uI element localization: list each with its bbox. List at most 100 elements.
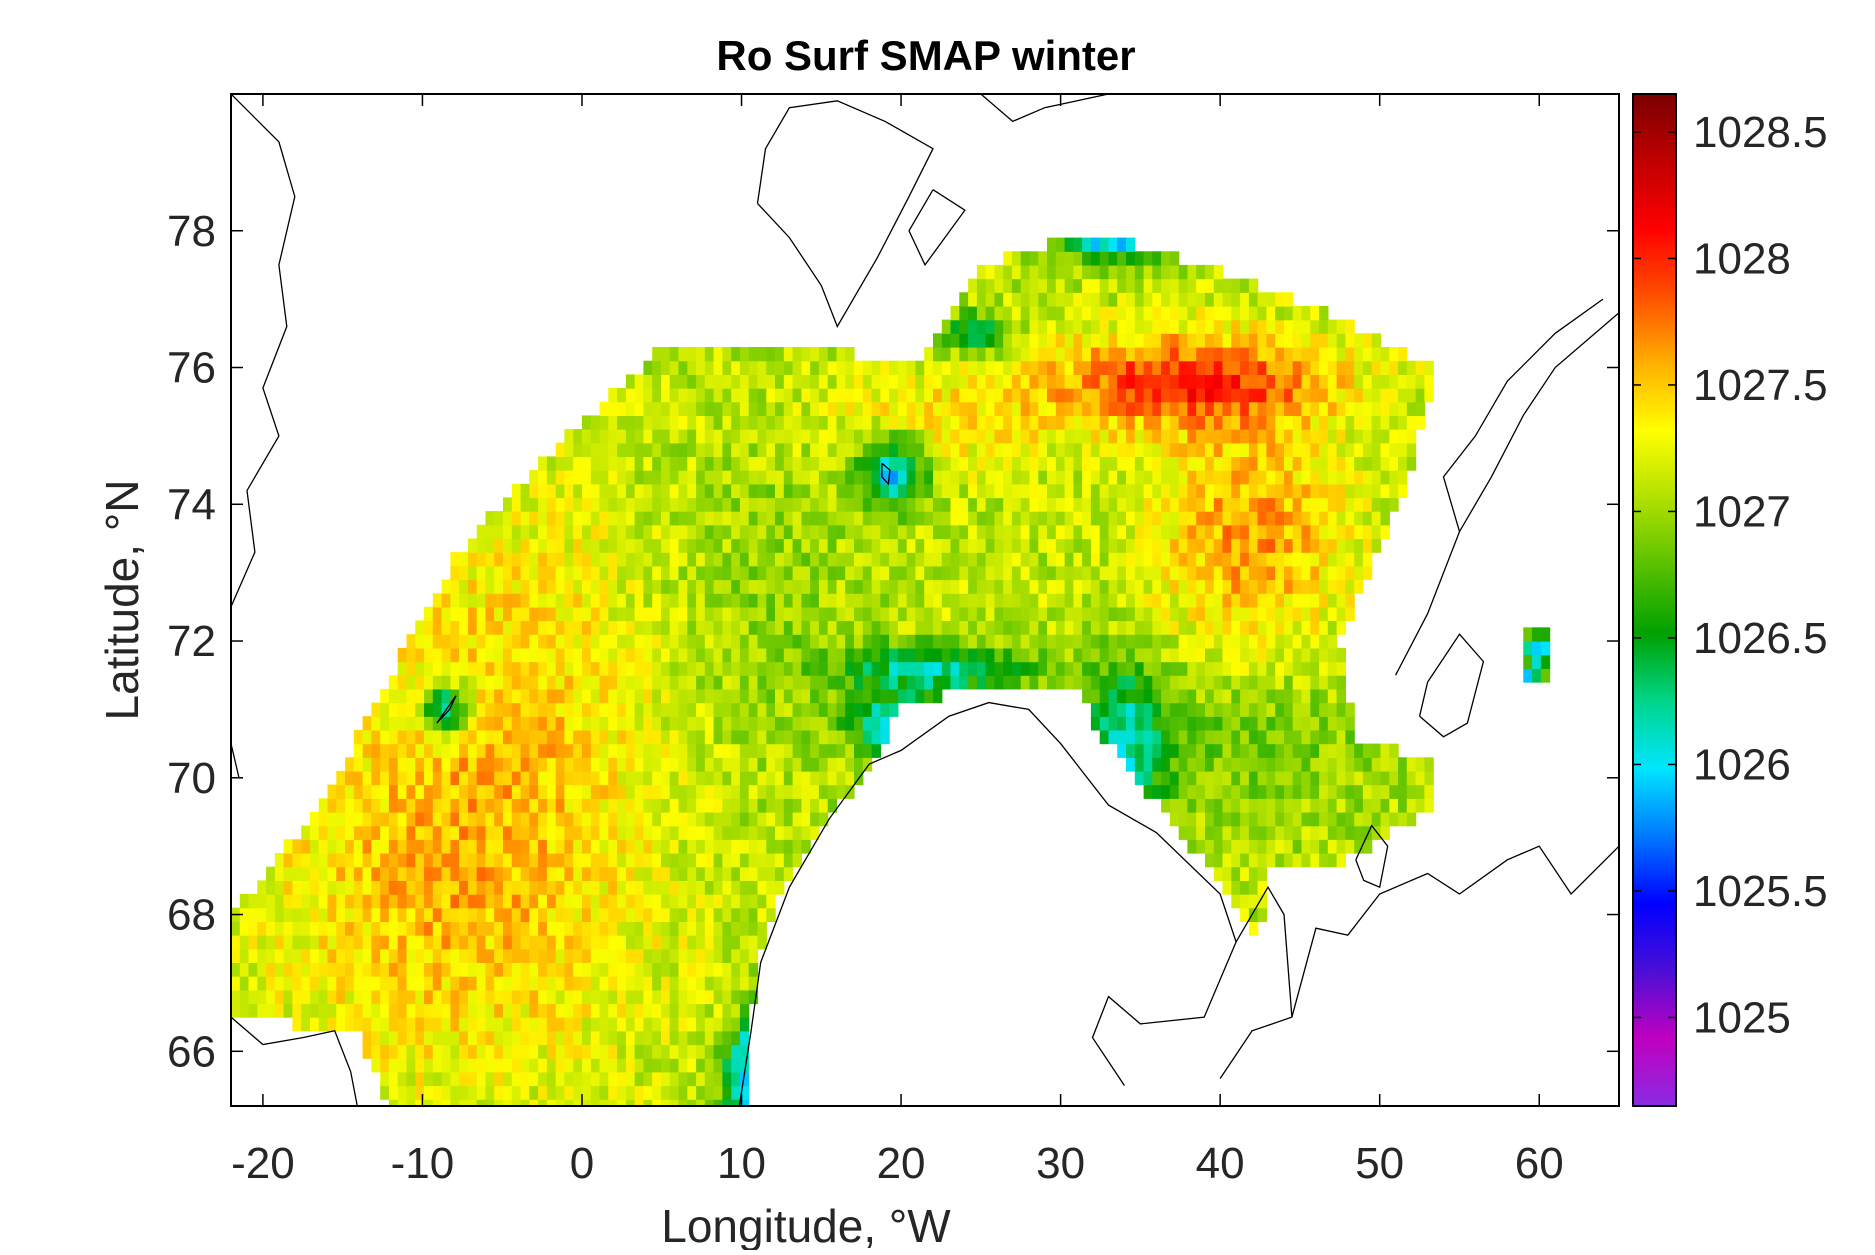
heatmap-cell (1337, 648, 1346, 662)
heatmap-cell (845, 716, 854, 730)
heatmap-cell (758, 853, 767, 867)
heatmap-cell (424, 1017, 433, 1031)
heatmap-cell (1038, 279, 1047, 293)
heatmap-cell (696, 443, 705, 457)
heatmap-cell (556, 689, 565, 703)
heatmap-cell (600, 798, 609, 812)
heatmap-cell (1381, 757, 1390, 771)
heatmap-cell (942, 402, 951, 416)
heatmap-cell (1214, 497, 1223, 511)
heatmap-cell (635, 634, 644, 648)
heatmap-cell (1345, 333, 1354, 347)
heatmap-cell (679, 771, 688, 785)
heatmap-cell (652, 867, 661, 881)
heatmap-cell (433, 826, 442, 840)
heatmap-cell (670, 1086, 679, 1100)
heatmap-cell (1240, 333, 1249, 347)
heatmap-cell (1038, 306, 1047, 320)
heatmap-cell (828, 566, 837, 580)
heatmap-cell (1135, 415, 1144, 429)
heatmap-cell (503, 1017, 512, 1031)
heatmap-cell (1187, 648, 1196, 662)
heatmap-cell (380, 716, 389, 730)
heatmap-cell (766, 497, 775, 511)
heatmap-cell (1135, 771, 1144, 785)
heatmap-cell (547, 716, 556, 730)
heatmap-cell (722, 1031, 731, 1045)
heatmap-cell (705, 1058, 714, 1072)
heatmap-cell (626, 921, 635, 935)
heatmap-cell (266, 921, 275, 935)
heatmap-cell (1345, 320, 1354, 334)
heatmap-cell (345, 867, 354, 881)
heatmap-cell (1091, 648, 1100, 662)
heatmap-cell (582, 757, 591, 771)
heatmap-cell (915, 456, 924, 470)
heatmap-cell (740, 374, 749, 388)
heatmap-cell (486, 894, 495, 908)
heatmap-cell (433, 949, 442, 963)
heatmap-cell (758, 675, 767, 689)
heatmap-cell (1354, 511, 1363, 525)
heatmap-cell (564, 744, 573, 758)
heatmap-cell (1065, 279, 1074, 293)
heatmap-cell (679, 580, 688, 594)
heatmap-cell (959, 593, 968, 607)
heatmap-cell (301, 1003, 310, 1017)
heatmap-cell (1109, 456, 1118, 470)
heatmap-cell (538, 539, 547, 553)
heatmap-cell (582, 839, 591, 853)
heatmap-cell (1293, 347, 1302, 361)
heatmap-cell (837, 552, 846, 566)
heatmap-cell (1187, 470, 1196, 484)
heatmap-cell (986, 580, 995, 594)
heatmap-cell (1249, 662, 1258, 676)
heatmap-cell (872, 497, 881, 511)
heatmap-cell (801, 839, 810, 853)
heatmap-cell (1161, 497, 1170, 511)
heatmap-cell (661, 1058, 670, 1072)
heatmap-cell (670, 525, 679, 539)
heatmap-cell (582, 1086, 591, 1100)
heatmap-cell (1091, 566, 1100, 580)
heatmap-cell (591, 990, 600, 1004)
heatmap-cell (1284, 333, 1293, 347)
heatmap-cell (775, 744, 784, 758)
heatmap-cell (1187, 716, 1196, 730)
heatmap-cell (942, 539, 951, 553)
heatmap-cell (354, 880, 363, 894)
heatmap-cell (600, 511, 609, 525)
heatmap-cell (643, 1031, 652, 1045)
heatmap-cell (363, 1031, 372, 1045)
heatmap-cell (810, 361, 819, 375)
heatmap-cell (696, 593, 705, 607)
heatmap-cell (1310, 511, 1319, 525)
heatmap-cell (1266, 593, 1275, 607)
heatmap-cell (1012, 484, 1021, 498)
heatmap-cell (626, 374, 635, 388)
heatmap-cell (986, 675, 995, 689)
heatmap-cell (503, 497, 512, 511)
heatmap-cell (1170, 388, 1179, 402)
heatmap-cell (749, 552, 758, 566)
heatmap-cell (319, 1003, 328, 1017)
heatmap-cell (486, 785, 495, 799)
heatmap-cell (1337, 497, 1346, 511)
heatmap-cell (450, 662, 459, 676)
heatmap-cell (1214, 306, 1223, 320)
heatmap-cell (1293, 456, 1302, 470)
heatmap-cell (275, 921, 284, 935)
heatmap-cell (1345, 539, 1354, 553)
heatmap-cell (635, 785, 644, 799)
heatmap-cell (573, 1003, 582, 1017)
heatmap-cell (249, 990, 258, 1004)
heatmap-cell (1030, 552, 1039, 566)
heatmap-cell (1091, 484, 1100, 498)
heatmap-cell (1302, 593, 1311, 607)
heatmap-cell (705, 798, 714, 812)
heatmap-cell (714, 1017, 723, 1031)
heatmap-cell (845, 634, 854, 648)
heatmap-cell (389, 853, 398, 867)
heatmap-cell (1091, 347, 1100, 361)
heatmap-cell (424, 1003, 433, 1017)
